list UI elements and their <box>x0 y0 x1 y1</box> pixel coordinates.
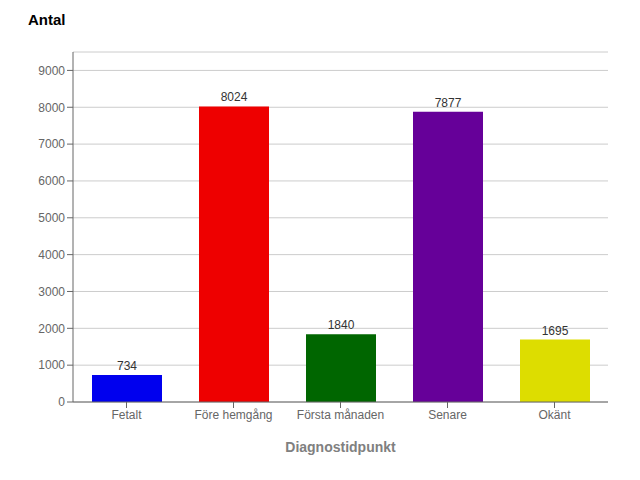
svg-text:Fetalt: Fetalt <box>111 408 142 422</box>
svg-text:0: 0 <box>58 395 65 409</box>
svg-text:2000: 2000 <box>38 322 65 336</box>
svg-text:Okänt: Okänt <box>538 408 571 422</box>
svg-text:1840: 1840 <box>328 318 355 332</box>
svg-text:Före hemgång: Före hemgång <box>194 408 272 422</box>
html-text:Antal: Antal <box>28 11 66 28</box>
svg-text:3000: 3000 <box>38 285 65 299</box>
svg-text:734: 734 <box>117 359 137 373</box>
svg-text:Diagnostidpunkt: Diagnostidpunkt <box>285 439 396 455</box>
svg-text:7000: 7000 <box>38 137 65 151</box>
svg-text:8000: 8000 <box>38 101 65 115</box>
svg-text:Senare: Senare <box>428 408 467 422</box>
svg-text:9000: 9000 <box>38 64 65 78</box>
svg-text:7877: 7877 <box>435 96 462 110</box>
svg-text:5000: 5000 <box>38 211 65 225</box>
svg-text:1000: 1000 <box>38 358 65 372</box>
svg-text:1695: 1695 <box>542 324 569 338</box>
svg-text:8024: 8024 <box>221 90 248 104</box>
svg-text:4000: 4000 <box>38 248 65 262</box>
svg-text:Första månaden: Första månaden <box>297 408 384 422</box>
svg-text:6000: 6000 <box>38 174 65 188</box>
